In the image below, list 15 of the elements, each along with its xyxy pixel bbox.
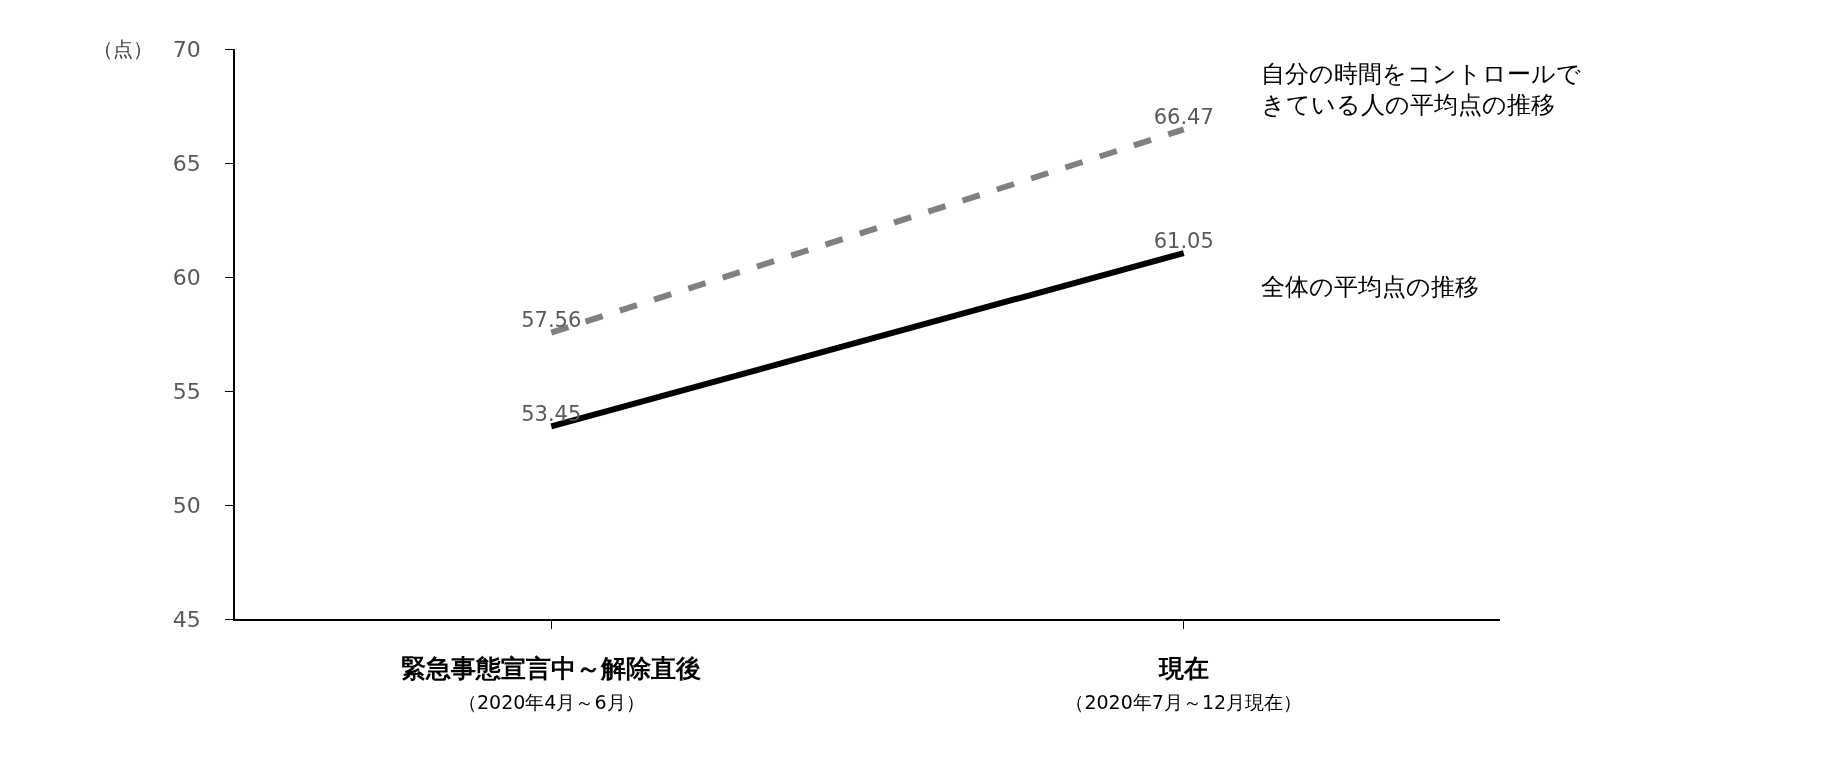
data-label: 57.56	[521, 308, 582, 333]
data-label: 53.45	[521, 402, 582, 427]
text: 自分の時間をコントロールできている人の平均点の推移	[1261, 60, 1581, 120]
y-axis-title: （点）	[93, 37, 153, 61]
y-tick-label: 70	[172, 36, 201, 62]
data-label: 61.05	[1153, 228, 1214, 253]
y-tick-label: 65	[172, 150, 201, 176]
data-label: 66.47	[1153, 105, 1214, 130]
y-tick-label: 60	[172, 264, 201, 290]
text: 全体の平均点の推移	[1261, 273, 1479, 301]
y-tick-label: 50	[172, 492, 201, 518]
x-tick-label: 現在（2020年7月～12月現在）	[1065, 653, 1303, 714]
y-tick-label: 45	[172, 606, 201, 632]
x-tick-label: 緊急事態宣言中～解除直後（2020年4月～6月）	[401, 653, 702, 714]
y-tick-label: 55	[172, 378, 201, 404]
